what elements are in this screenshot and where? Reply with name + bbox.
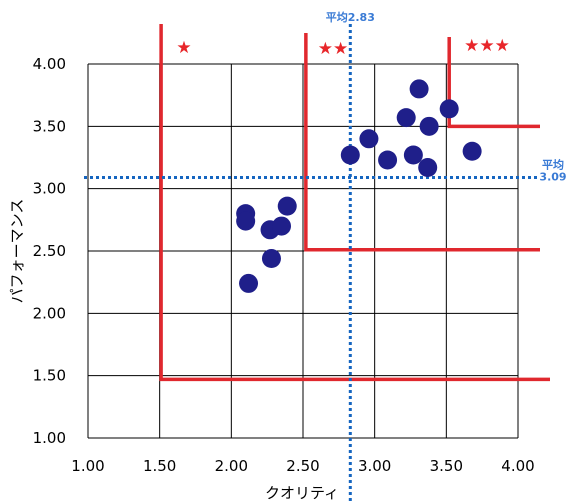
x-tick-label: 1.00 [71,457,104,475]
data-point [261,248,281,268]
x-axis-title: クオリティ [265,484,339,502]
tier-stars: ★★ [318,39,348,59]
data-point [396,108,416,128]
data-point [419,116,439,136]
data-point [439,99,459,119]
data-point [418,157,438,177]
x-tick-label: 3.50 [430,457,463,475]
y-tick-label: 3.50 [33,117,66,135]
data-point [462,141,482,161]
data-point [236,211,256,231]
tier-stars: ★ [176,38,191,58]
tier-boundary-line [304,33,540,252]
y-tick-label: 2.00 [33,304,66,322]
data-point [272,216,291,236]
data-point [340,145,360,165]
y-tick-label: 3.00 [33,180,66,198]
data-point [359,129,379,149]
data-point [239,273,259,293]
data-point [378,150,398,170]
mean-y-value: 3.09 [539,170,566,183]
data-point [409,79,429,99]
mean-x-label: 平均2.83 [326,10,375,24]
mean-y-label: 平均 [542,157,564,171]
tick-labels: 1.00 1.50 2.00 2.50 3.00 3.50 4.00 1.00 1.50 2.00… [33,55,535,475]
y-axis-title: パフォーマンス [8,199,26,304]
tier-boundary-line [159,24,550,382]
y-tick-label: 1.50 [33,367,66,385]
mean-lines: 平均2.83 平均3.09 [84,10,567,504]
tier-stars: ★★★ [464,36,510,56]
x-tick-label: 1.50 [143,457,176,475]
data-point [277,196,297,216]
x-tick-label: 2.00 [215,457,248,475]
data-point [403,145,423,165]
x-tick-label: 4.00 [501,457,534,475]
y-tick-label: 4.00 [33,55,66,73]
x-tick-label: 3.00 [358,457,391,475]
y-tick-label: 1.00 [33,429,66,447]
tier-boundaries: ★ ★★ ★★★ [159,24,550,382]
x-tick-label: 2.50 [286,457,319,475]
tier-boundary-line [447,37,540,129]
data-points [236,79,482,293]
y-tick-label: 2.50 [33,242,66,260]
